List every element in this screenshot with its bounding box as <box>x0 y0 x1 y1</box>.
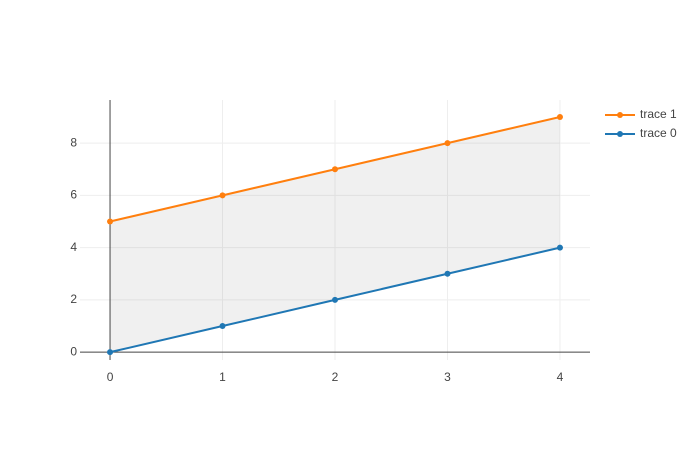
x-tick-label: 2 <box>332 370 339 384</box>
x-tick-label: 3 <box>444 370 451 384</box>
legend-marker <box>617 112 623 118</box>
y-tick-label: 8 <box>70 135 77 149</box>
y-tick-label: 4 <box>70 240 77 254</box>
legend-marker <box>617 131 623 137</box>
y-tick-label: 6 <box>70 188 77 202</box>
marker <box>332 166 338 173</box>
marker <box>219 323 226 330</box>
marker <box>444 270 451 277</box>
y-tick-label: 0 <box>70 344 77 358</box>
marker <box>556 113 563 120</box>
marker <box>219 192 226 199</box>
x-tick-label: 4 <box>557 370 564 384</box>
marker <box>444 140 451 147</box>
marker <box>107 218 114 225</box>
y-tick-label: 2 <box>70 292 77 306</box>
marker <box>332 296 338 303</box>
x-tick-label: 0 <box>107 370 114 384</box>
fill-area <box>110 116 560 353</box>
legend-item: trace 1 <box>605 107 677 121</box>
legend-label: trace 1 <box>640 107 677 121</box>
legend-label: trace 0 <box>640 126 677 140</box>
marker <box>107 349 114 356</box>
legend-item: trace 0 <box>605 126 677 140</box>
marker <box>556 244 563 251</box>
x-tick-label: 1 <box>219 370 226 384</box>
